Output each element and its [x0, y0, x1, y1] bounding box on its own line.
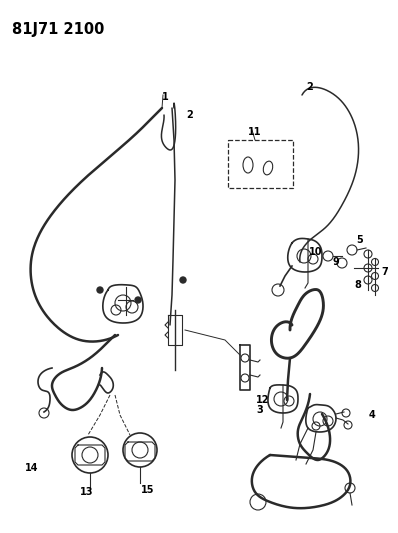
Circle shape — [135, 297, 141, 303]
Text: 3: 3 — [257, 405, 263, 415]
Text: 11: 11 — [248, 127, 262, 137]
Text: 4: 4 — [369, 410, 375, 420]
Text: 9: 9 — [333, 257, 339, 267]
Text: 14: 14 — [25, 463, 39, 473]
Bar — [228, 140, 293, 188]
Text: 7: 7 — [382, 267, 388, 277]
Text: 10: 10 — [309, 247, 323, 257]
Text: 8: 8 — [355, 280, 361, 290]
Text: 12: 12 — [256, 395, 270, 405]
Text: 5: 5 — [357, 235, 363, 245]
Circle shape — [180, 277, 186, 283]
Text: 2: 2 — [306, 82, 313, 92]
Text: 2: 2 — [187, 110, 193, 120]
Text: 13: 13 — [80, 487, 94, 497]
Circle shape — [97, 287, 103, 293]
Text: 1: 1 — [162, 92, 168, 102]
Text: 15: 15 — [141, 485, 155, 495]
Text: 81J71 2100: 81J71 2100 — [12, 22, 104, 37]
